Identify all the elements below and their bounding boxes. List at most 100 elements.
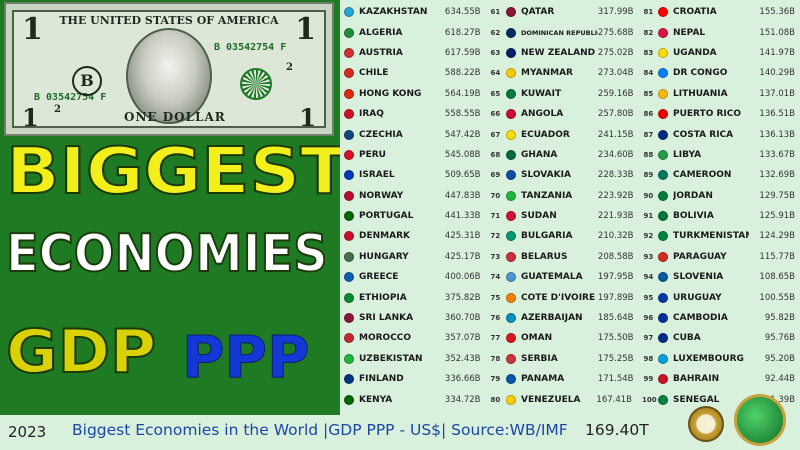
headline-ppp: PPP bbox=[182, 323, 311, 391]
table-row: PORTUGAL 441.33B 71 bbox=[344, 206, 504, 226]
table-row: CAMBODIA 95.82B bbox=[658, 308, 800, 328]
gdp-value: 223.92B bbox=[597, 190, 634, 201]
gdp-value: 221.93B bbox=[597, 211, 634, 222]
country-flag-icon bbox=[344, 27, 354, 38]
gdp-value: 125.91B bbox=[759, 211, 795, 222]
country-name: CAMEROON bbox=[673, 170, 732, 181]
country-flag-icon bbox=[506, 374, 516, 385]
country-flag-icon bbox=[658, 149, 668, 160]
bill-face: THE UNITED STATES OF AMERICA 1 1 1 1 B 0… bbox=[12, 10, 326, 132]
country-flag-icon bbox=[658, 292, 668, 303]
country-name: DOMINICAN REPUBLIC bbox=[521, 28, 598, 37]
headline-gdp: GDP bbox=[5, 317, 157, 387]
headline-economies: ECONOMIES bbox=[5, 224, 329, 284]
country-flag-icon bbox=[658, 251, 668, 262]
country-name: BOLIVIA bbox=[673, 211, 714, 222]
gdp-value: 95.82B bbox=[764, 313, 795, 324]
rank-number: 68 bbox=[490, 150, 501, 159]
country-name: SUDAN bbox=[521, 211, 557, 222]
headline-biggest: BIGGEST bbox=[5, 135, 340, 209]
table-row: JORDAN 129.75B bbox=[658, 186, 800, 206]
country-name: AUSTRIA bbox=[359, 47, 403, 58]
table-row: PARAGUAY 115.77B bbox=[658, 247, 800, 267]
table-row: DR CONGO 140.29B bbox=[658, 63, 800, 83]
country-flag-icon bbox=[658, 333, 668, 344]
rank-number: 61 bbox=[490, 8, 501, 17]
gdp-value: 95.20B bbox=[764, 353, 795, 364]
rank-number: 84 bbox=[643, 69, 654, 78]
table-row: COSTA RICA 136.13B bbox=[658, 124, 800, 144]
country-flag-icon bbox=[344, 129, 354, 140]
country-name: BELARUS bbox=[521, 251, 568, 262]
country-name: CUBA bbox=[673, 333, 701, 344]
rank-number: 88 bbox=[643, 150, 654, 159]
country-name: JORDAN bbox=[673, 190, 713, 201]
gdp-value: 447.83B bbox=[444, 190, 481, 201]
country-flag-icon bbox=[506, 27, 516, 38]
country-name: SRI LANKA bbox=[359, 313, 414, 324]
country-flag-icon bbox=[344, 47, 354, 58]
country-name: PANAMA bbox=[521, 374, 565, 385]
table-row: QATAR 317.99B 81 bbox=[506, 2, 656, 22]
rank-number: 66 bbox=[490, 110, 501, 119]
country-flag-icon bbox=[658, 211, 668, 222]
country-flag-icon bbox=[344, 231, 354, 242]
gdp-value: 124.29B bbox=[759, 231, 795, 242]
rank-number: 98 bbox=[643, 354, 654, 363]
rank-number: 99 bbox=[643, 375, 654, 384]
table-row: ISRAEL 509.65B 69 bbox=[344, 165, 504, 185]
country-flag-icon bbox=[506, 333, 516, 344]
country-flag-icon bbox=[506, 272, 516, 283]
channel-logo bbox=[680, 392, 796, 448]
gdp-value: 81.39B bbox=[764, 394, 795, 405]
country-flag-icon bbox=[344, 394, 354, 405]
country-name: VENEZUELA bbox=[521, 394, 581, 405]
country-name: GREECE bbox=[359, 272, 399, 283]
rank-number: 76 bbox=[490, 314, 501, 323]
table-row: DENMARK 425.31B 72 bbox=[344, 226, 504, 246]
gdp-value: 208.58B bbox=[597, 251, 634, 262]
dollar-bill-image: THE UNITED STATES OF AMERICA 1 1 1 1 B 0… bbox=[4, 2, 334, 136]
country-flag-icon bbox=[658, 68, 668, 79]
table-row: COTE D'IVOIRE 197.89B 95 bbox=[506, 287, 656, 307]
gdp-value: 234.60B bbox=[597, 149, 634, 160]
country-flag-icon bbox=[506, 313, 516, 324]
rank-number: 75 bbox=[490, 293, 501, 302]
washington-portrait-icon bbox=[126, 28, 212, 124]
table-row: PERU 545.08B 68 bbox=[344, 145, 504, 165]
country-name: DR CONGO bbox=[673, 68, 728, 79]
country-name: PARAGUAY bbox=[673, 251, 727, 262]
country-name: PERU bbox=[359, 149, 386, 160]
country-name: BULGARIA bbox=[521, 231, 573, 242]
gdp-value: 259.16B bbox=[597, 88, 634, 99]
left-panel: THE UNITED STATES OF AMERICA 1 1 1 1 B 0… bbox=[0, 0, 340, 415]
country-flag-icon bbox=[506, 129, 516, 140]
gdp-value: 140.29B bbox=[759, 68, 795, 79]
rank-number: 77 bbox=[490, 334, 501, 343]
table-row: ECUADOR 241.15B 87 bbox=[506, 124, 656, 144]
rank-number: 90 bbox=[643, 191, 654, 200]
country-name: NORWAY bbox=[359, 190, 404, 201]
gdp-value: 197.95B bbox=[597, 272, 634, 283]
gdp-value: 133.67B bbox=[759, 149, 795, 160]
table-row: SRI LANKA 360.70B 76 bbox=[344, 308, 504, 328]
country-flag-icon bbox=[344, 211, 354, 222]
country-name: KENYA bbox=[359, 394, 393, 405]
table-row: BELARUS 208.58B 93 bbox=[506, 247, 656, 267]
rank-number: 62 bbox=[490, 28, 501, 37]
country-name: HONG KONG bbox=[359, 88, 422, 99]
table-row: DOMINICAN REPUBLIC 275.68B 82 bbox=[506, 22, 656, 42]
bill-denomination-top-left: 1 bbox=[22, 12, 43, 47]
country-name: UZBEKISTAN bbox=[359, 353, 423, 364]
country-name: CHILE bbox=[359, 68, 389, 79]
rank-number: 83 bbox=[643, 48, 654, 57]
rank-number: 80 bbox=[490, 395, 501, 404]
country-flag-icon bbox=[658, 272, 668, 283]
total-value: 169.40T bbox=[585, 421, 649, 439]
country-flag-icon bbox=[344, 190, 354, 201]
gdp-value: 634.55B bbox=[444, 7, 481, 18]
gdp-value: 167.41B bbox=[596, 394, 632, 405]
bill-bottom-text: ONE DOLLAR bbox=[124, 110, 226, 124]
table-row: FINLAND 336.66B 79 bbox=[344, 369, 504, 389]
country-name: SLOVAKIA bbox=[521, 170, 571, 181]
